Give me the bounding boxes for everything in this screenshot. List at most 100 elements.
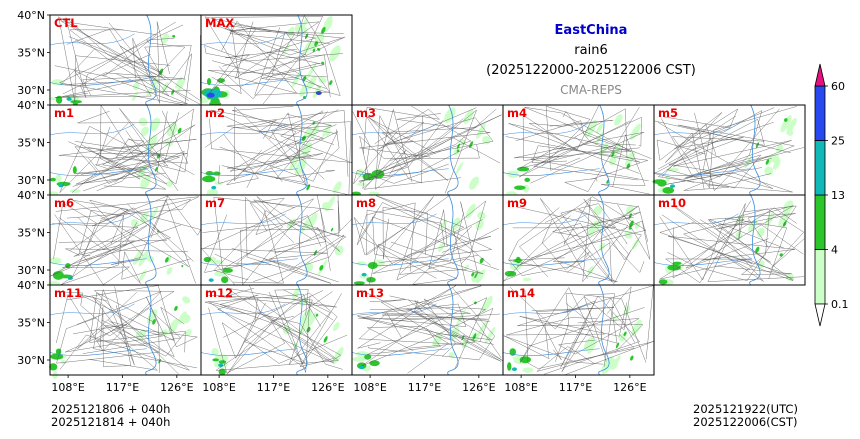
rain-moderate bbox=[152, 319, 156, 325]
rain-moderate bbox=[181, 265, 184, 268]
coastline bbox=[145, 14, 157, 106]
model-source: CMA-REPS bbox=[560, 83, 622, 97]
province-border bbox=[544, 197, 629, 283]
rain-moderate bbox=[474, 272, 478, 279]
panel-frame bbox=[502, 284, 655, 376]
province-border bbox=[261, 51, 325, 81]
rain-very-heavy bbox=[315, 91, 322, 95]
province-border bbox=[102, 54, 188, 104]
colorbar-segment bbox=[814, 194, 826, 250]
panel-m10: m10 bbox=[653, 194, 806, 286]
province-border bbox=[517, 211, 641, 267]
rain-light bbox=[593, 205, 603, 216]
rain-moderate bbox=[472, 333, 477, 340]
rain-moderate bbox=[312, 48, 316, 52]
rain-cluster bbox=[51, 79, 64, 86]
panel-m11: m11 40°N 35°N 30°N 108°E 117°E 126°E bbox=[17, 279, 202, 394]
yangtze-river bbox=[502, 258, 600, 267]
panel-m6: m6 40°N 35°N 30°N bbox=[17, 189, 202, 288]
province-border bbox=[452, 200, 487, 284]
province-border bbox=[376, 195, 493, 263]
yangtze-river bbox=[653, 258, 751, 267]
rain-light bbox=[149, 117, 161, 132]
panel-label: m3 bbox=[356, 106, 376, 120]
province-border bbox=[668, 136, 769, 171]
rain-light bbox=[166, 267, 173, 275]
rain-light bbox=[444, 107, 456, 123]
rain-light bbox=[282, 43, 290, 57]
rain-light bbox=[764, 212, 775, 227]
province-border bbox=[356, 202, 416, 272]
province-border bbox=[75, 126, 166, 185]
lat-tick-label: 40°N bbox=[17, 99, 45, 112]
province-border bbox=[517, 285, 654, 360]
province-border bbox=[561, 297, 635, 373]
colorbar-tick-label: 13 bbox=[831, 189, 845, 202]
coastline bbox=[145, 104, 157, 196]
rain-light bbox=[174, 76, 183, 89]
panel-m4: m4 bbox=[502, 104, 655, 199]
rain-moderate bbox=[321, 26, 326, 34]
province-border bbox=[366, 115, 436, 184]
rain-cluster bbox=[221, 276, 229, 284]
province-border bbox=[563, 199, 639, 245]
province-border bbox=[369, 226, 472, 285]
coastline bbox=[749, 104, 761, 196]
province-border bbox=[210, 16, 323, 89]
province-border bbox=[506, 303, 605, 336]
province-border bbox=[543, 295, 640, 375]
province-border bbox=[92, 195, 194, 262]
rain-light bbox=[329, 45, 341, 62]
province-border bbox=[358, 120, 469, 182]
panel-label: m2 bbox=[205, 106, 225, 120]
province-border bbox=[69, 35, 201, 101]
rain-light bbox=[757, 260, 765, 269]
province-border bbox=[208, 20, 328, 94]
province-border bbox=[423, 298, 492, 358]
rain-cluster bbox=[504, 270, 517, 277]
province-border bbox=[59, 296, 190, 371]
province-border bbox=[229, 28, 344, 44]
panel-label: CTL bbox=[54, 16, 78, 30]
panel-m13: m13 108°E 117°E 126°E bbox=[351, 284, 504, 394]
rain-light bbox=[138, 249, 149, 267]
rain-light bbox=[465, 203, 476, 219]
yangtze-river bbox=[351, 168, 449, 177]
rain-light bbox=[306, 75, 317, 90]
panel-CTL: CTL 40°N 35°N 30°N bbox=[17, 9, 202, 107]
province-border bbox=[221, 302, 348, 364]
yangtze-river bbox=[351, 258, 449, 267]
province-border bbox=[503, 324, 604, 365]
province-border bbox=[664, 200, 753, 284]
rain-light bbox=[626, 205, 634, 215]
rain-cluster bbox=[515, 256, 521, 264]
province-border bbox=[519, 302, 627, 344]
province-border bbox=[372, 216, 484, 274]
init-time-line-2: 2025121814 + 040h bbox=[51, 415, 171, 429]
rain-light bbox=[772, 158, 781, 170]
coastline bbox=[296, 104, 308, 196]
coastline bbox=[598, 104, 610, 196]
province-border bbox=[215, 291, 339, 371]
yellow-river bbox=[653, 123, 739, 136]
province-border bbox=[658, 110, 763, 192]
rain-light bbox=[294, 158, 307, 176]
rain-heavy bbox=[359, 365, 365, 369]
rain-light bbox=[432, 333, 443, 347]
province-border bbox=[74, 138, 195, 175]
rain-moderate bbox=[330, 227, 334, 232]
rain-cluster bbox=[203, 256, 212, 263]
rain-moderate bbox=[755, 246, 760, 253]
panel-m3: m3 bbox=[351, 104, 504, 196]
province-border bbox=[54, 28, 191, 98]
province-border bbox=[55, 196, 199, 257]
rain-moderate bbox=[615, 342, 620, 349]
panel-m12: m12 108°E 117°E 126°E bbox=[200, 284, 353, 394]
rain-light bbox=[476, 269, 486, 284]
province-border bbox=[530, 132, 649, 184]
rain-light bbox=[632, 239, 640, 250]
rain-cluster bbox=[50, 177, 56, 182]
yellow-river bbox=[351, 123, 437, 136]
yellow-river bbox=[49, 303, 135, 316]
